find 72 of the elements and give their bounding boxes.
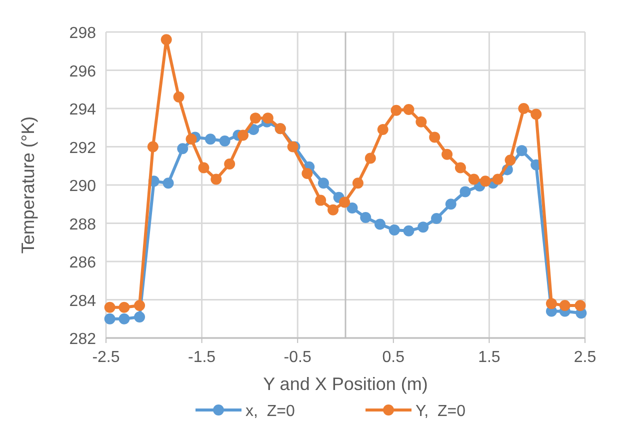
point — [160, 34, 172, 46]
point — [416, 116, 427, 128]
point — [460, 186, 471, 198]
point — [454, 162, 466, 174]
legend-label: x, Z=0 — [246, 403, 295, 420]
point — [431, 212, 442, 224]
point — [262, 112, 274, 124]
y-tick-label: 296 — [69, 63, 96, 80]
point — [134, 311, 146, 322]
point — [364, 152, 376, 164]
x-tick-label: 0.5 — [382, 349, 405, 366]
point — [492, 174, 504, 185]
x-tick-label: -2.5 — [92, 349, 120, 366]
y-tick-label: 290 — [69, 178, 96, 195]
point — [390, 104, 402, 116]
point — [418, 222, 429, 233]
y-tick-label: 286 — [69, 254, 96, 272]
point — [574, 300, 586, 311]
point — [480, 176, 491, 187]
y-tick-label: 292 — [69, 140, 96, 157]
y-tick-label: 294 — [69, 102, 96, 118]
point — [134, 300, 146, 311]
x-tick-label: -1.5 — [188, 349, 216, 366]
point — [250, 112, 261, 124]
point — [518, 103, 530, 114]
x-tick-label: 1.5 — [478, 349, 500, 366]
point — [315, 194, 326, 206]
point — [445, 198, 456, 210]
point — [352, 178, 364, 189]
point — [118, 313, 130, 324]
point — [346, 202, 358, 214]
point — [403, 104, 414, 115]
point — [162, 178, 174, 189]
point — [328, 204, 339, 216]
y-tick-label: 288 — [69, 216, 96, 234]
point — [546, 298, 557, 310]
point — [360, 212, 372, 223]
x-tick-label: 2.5 — [574, 349, 596, 366]
point — [104, 302, 116, 313]
y-tick-label: 282 — [69, 331, 96, 348]
point — [237, 130, 248, 141]
point — [104, 313, 116, 324]
point — [429, 132, 440, 143]
point — [504, 154, 516, 166]
point — [388, 224, 400, 236]
point — [177, 143, 188, 154]
point — [186, 134, 197, 145]
point — [147, 141, 158, 152]
x-tick-label: -0.5 — [284, 349, 312, 366]
point — [219, 136, 230, 146]
y-tick-label: 298 — [69, 25, 96, 42]
point — [318, 178, 329, 189]
point — [204, 134, 216, 145]
point — [224, 158, 236, 170]
point — [339, 196, 350, 208]
point — [559, 300, 570, 311]
point — [468, 174, 480, 185]
point — [198, 162, 210, 174]
point — [374, 218, 386, 230]
x-axis-title: Y and X Position (m) — [263, 374, 428, 394]
point — [442, 148, 453, 160]
y-tick-label: 284 — [69, 292, 96, 310]
legend-label: Y, Z=0 — [416, 403, 466, 420]
point — [173, 92, 184, 103]
point — [403, 225, 414, 236]
point — [516, 145, 528, 156]
point — [118, 302, 130, 313]
point — [302, 168, 313, 180]
point — [210, 174, 222, 185]
point — [530, 108, 542, 120]
point — [377, 124, 388, 136]
y-axis-title: Temperature (°K) — [18, 116, 38, 254]
